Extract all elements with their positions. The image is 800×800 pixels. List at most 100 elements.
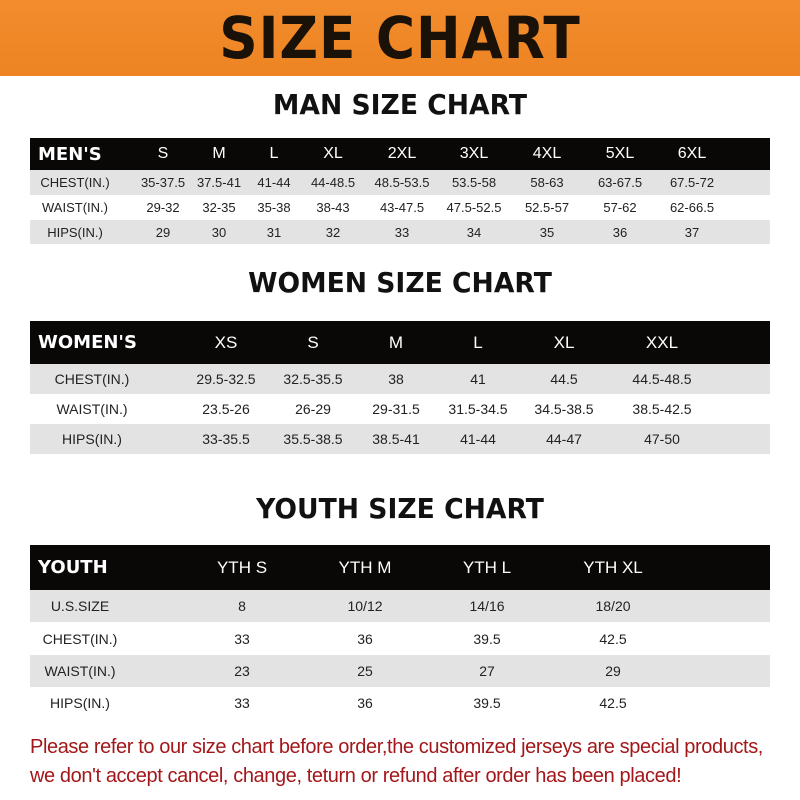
table-row: HIPS(IN.) 33-35.5 35.5-38.5 38.5-41 41-44 44-…	[30, 424, 770, 454]
table-header-row: MEN'S S M L XL 2XL 3XL 4XL 5XL 6XL	[30, 138, 770, 170]
table-row: CHEST(IN.) 35-37.5 37.5-41 41-44 44-48.5 48.5…	[30, 170, 770, 195]
measurement-cell: 37	[684, 224, 700, 240]
size-header-cell: XS	[214, 332, 238, 352]
size-header-cell: YTH XL	[583, 557, 643, 577]
measurement-cell: 44.5-48.5	[632, 371, 692, 387]
banner-title: SIZE CHART	[219, 4, 581, 72]
measurement-cell: 35-37.5	[140, 175, 186, 190]
size-header-cell: M	[388, 332, 404, 352]
table-row: CHEST(IN.) 29.5-32.5 32.5-35.5 38 41 44.5 44.5…	[30, 364, 770, 394]
measurement-cell: 36	[612, 224, 628, 240]
table-title-cell: MEN'S	[38, 143, 102, 165]
measurement-cell: 38	[388, 371, 404, 387]
women-size-table: WOMEN'S XS S M L XL XXL CHEST(IN.) 29.5-32.5 32.5…	[30, 321, 770, 454]
measurement-cell: 67.5-72	[669, 175, 715, 190]
size-header-cell: L	[269, 145, 279, 162]
measurement-cell: 29.5-32.5	[196, 371, 256, 387]
measurement-cell: 47.5-52.5	[446, 200, 502, 215]
row-label: WAIST(IN.)	[42, 200, 108, 215]
measurement-cell: 30	[211, 224, 227, 240]
row-label: U.S.SIZE	[50, 598, 110, 614]
measurement-cell: 63-67.5	[597, 175, 643, 190]
table-row: WAIST(IN.) 29-32 32-35 35-38 38-43 43-47.5 47.…	[30, 195, 770, 220]
size-header-cell: 4XL	[532, 145, 562, 162]
measurement-cell: 29-31.5	[372, 401, 420, 417]
table-title-cell: WOMEN'S	[38, 332, 137, 353]
measurement-cell: 57-62	[603, 200, 637, 215]
table-row: HIPS(IN.) 33 36 39.5 42.5	[30, 687, 770, 718]
measurement-cell: 36	[357, 630, 373, 647]
measurement-cell: 23.5-26	[202, 401, 250, 417]
women-title: WOMEN SIZE CHART	[248, 266, 552, 299]
measurement-cell: 52.5-57	[524, 200, 570, 215]
measurement-cell: 41	[470, 371, 486, 387]
measurement-cell: 41-44	[460, 431, 496, 447]
row-label: CHEST(IN.)	[42, 630, 118, 647]
table-row: HIPS(IN.) 29 30 31 32 33 34 35 36 37	[30, 220, 770, 244]
size-header-cell: YTH M	[338, 557, 392, 577]
measurement-cell: 58-63	[530, 175, 564, 190]
measurement-cell: 48.5-53.5	[374, 175, 430, 190]
size-header-cell: 2XL	[387, 145, 417, 162]
measurement-cell: 42.5	[599, 630, 627, 647]
measurement-cell: 8	[238, 598, 246, 614]
measurement-cell: 43-47.5	[379, 200, 425, 215]
measurement-cell: 34	[466, 224, 482, 240]
size-header-cell: 5XL	[605, 145, 635, 162]
row-label: HIPS(IN.)	[47, 224, 103, 240]
measurement-cell: 53.5-58	[451, 175, 497, 190]
measurement-cell: 44-47	[546, 431, 582, 447]
measurement-cell: 35	[539, 224, 555, 240]
table-row: WAIST(IN.) 23 25 27 29	[30, 655, 770, 687]
size-header-cell: XXL	[645, 332, 679, 352]
row-label: HIPS(IN.)	[62, 431, 122, 447]
measurement-cell: 34.5-38.5	[534, 401, 594, 417]
measurement-cell: 38-43	[316, 200, 350, 215]
size-header-cell: L	[473, 332, 483, 352]
measurement-cell: 44-48.5	[310, 175, 356, 190]
row-label: CHEST(IN.)	[40, 175, 110, 190]
size-header-cell: S	[307, 332, 319, 352]
size-header-cell: YTH S	[216, 557, 268, 577]
table-header-row: YOUTH YTH S YTH M YTH L YTH XL	[30, 545, 770, 590]
measurement-cell: 29	[155, 224, 171, 240]
table-row: WAIST(IN.) 23.5-26 26-29 29-31.5 31.5-34.5 34…	[30, 394, 770, 424]
size-chart-banner: SIZE CHART	[0, 0, 800, 76]
measurement-cell: 10/12	[347, 598, 383, 614]
size-header-cell: XL	[553, 332, 575, 352]
measurement-cell: 27	[479, 663, 495, 679]
men-title: MAN SIZE CHART	[272, 88, 528, 121]
measurement-cell: 62-66.5	[669, 200, 715, 215]
measurement-cell: 32-35	[202, 200, 236, 215]
size-header-cell: M	[212, 145, 226, 162]
measurement-cell: 35-38	[257, 200, 291, 215]
size-header-cell: 6XL	[677, 145, 707, 162]
measurement-cell: 36	[357, 694, 373, 711]
measurement-cell: 33	[394, 224, 410, 240]
measurement-cell: 33	[234, 694, 250, 711]
measurement-cell: 39.5	[473, 630, 501, 647]
row-label: CHEST(IN.)	[54, 371, 130, 387]
row-label: WAIST(IN.)	[44, 663, 116, 679]
measurement-cell: 41-44	[257, 175, 291, 190]
table-title-cell: YOUTH	[38, 557, 108, 578]
size-header-cell: 3XL	[459, 145, 489, 162]
measurement-cell: 14/16	[469, 598, 505, 614]
youth-size-table: YOUTH YTH S YTH M YTH L YTH XL U.S.SIZE 8 10/12…	[30, 545, 770, 718]
measurement-cell: 42.5	[599, 694, 627, 711]
order-note: Please refer to our size chart before or…	[30, 736, 763, 787]
measurement-cell: 44.5	[550, 371, 578, 387]
size-header-cell: YTH L	[462, 557, 512, 577]
table-row: CHEST(IN.) 33 36 39.5 42.5	[30, 622, 770, 655]
youth-title: YOUTH SIZE CHART	[256, 492, 544, 525]
measurement-cell: 25	[357, 663, 373, 679]
row-label: WAIST(IN.)	[56, 401, 128, 417]
measurement-cell: 31.5-34.5	[448, 401, 508, 417]
measurement-cell: 33-35.5	[202, 431, 250, 447]
table-header-row: WOMEN'S XS S M L XL XXL	[30, 321, 770, 364]
measurement-cell: 31	[266, 224, 282, 240]
measurement-cell: 32	[325, 224, 341, 240]
measurement-cell: 35.5-38.5	[283, 431, 343, 447]
measurement-cell: 23	[234, 663, 250, 679]
table-row: U.S.SIZE 8 10/12 14/16 18/20	[30, 590, 770, 622]
